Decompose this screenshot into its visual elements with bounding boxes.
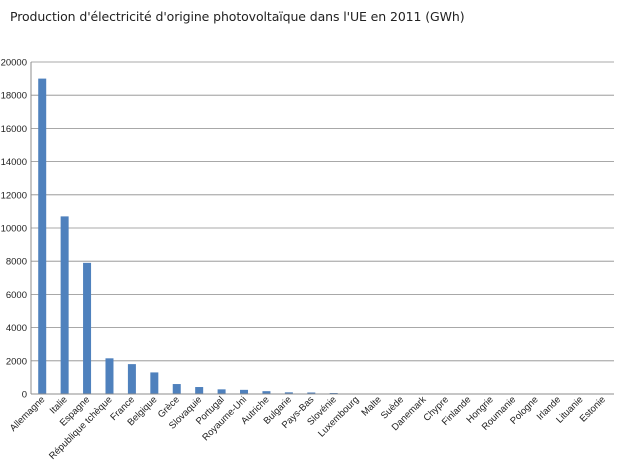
y-tick-label: 2000: [6, 356, 27, 367]
x-category-label: Allemagne: [8, 394, 48, 434]
y-tick-label: 0: [22, 390, 27, 401]
bar: [60, 216, 69, 394]
chart-title: Production d'électricité d'origine photo…: [10, 9, 465, 24]
x-category-label: Estonie: [578, 394, 608, 424]
bar: [105, 358, 114, 394]
bars: [38, 78, 607, 394]
y-tick-label: 18000: [1, 91, 27, 102]
bar: [150, 372, 159, 394]
y-tick-label: 16000: [1, 124, 27, 135]
y-tick-label: 20000: [1, 58, 27, 69]
y-tick-label: 6000: [6, 290, 27, 301]
bar: [284, 392, 293, 394]
bar: [262, 391, 271, 394]
y-tick-label: 12000: [1, 190, 27, 201]
bar: [83, 262, 92, 394]
gridlines: [31, 61, 614, 362]
y-tick-label: 8000: [6, 257, 27, 268]
bar: [172, 384, 181, 394]
y-tick-label: 14000: [1, 157, 27, 168]
y-tick-label: 4000: [6, 323, 27, 334]
bar: [38, 78, 47, 394]
bar: [195, 387, 204, 394]
y-tick-label: 10000: [1, 224, 27, 235]
bar: [217, 389, 226, 394]
bar: [127, 364, 136, 394]
y-axis-tick-labels: 0 2000 4000 6000 8000 10000 12000 14000 16000 180…: [1, 58, 27, 401]
bar: [240, 389, 249, 394]
bar: [307, 392, 316, 394]
